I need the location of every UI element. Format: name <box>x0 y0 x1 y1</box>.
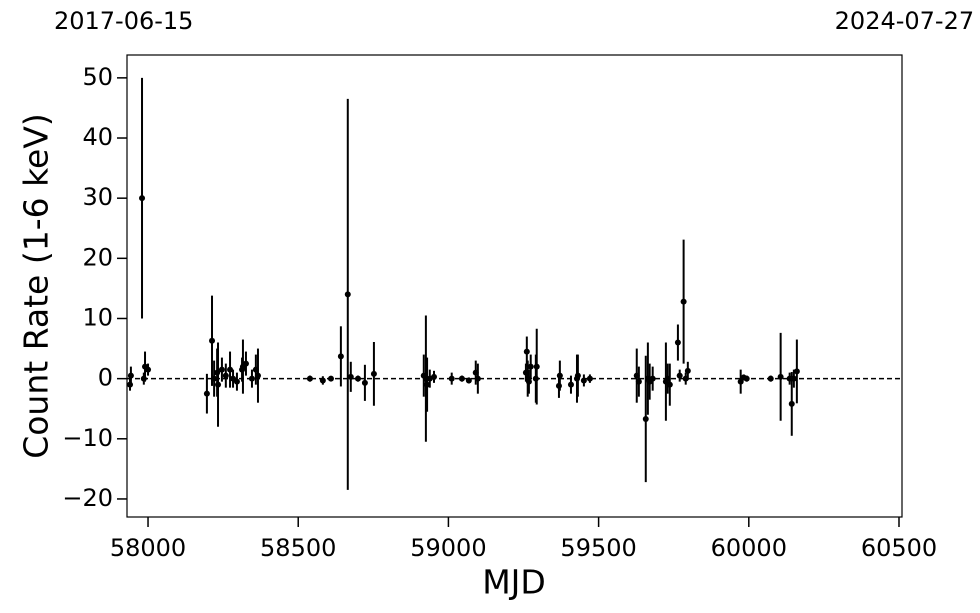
data-point <box>642 415 649 422</box>
data-point <box>767 375 774 382</box>
data-point <box>242 360 249 367</box>
x-tick-label: 59500 <box>560 534 636 562</box>
x-tick-label: 60000 <box>711 534 787 562</box>
data-point <box>218 366 225 373</box>
x-tick-label: 60500 <box>861 534 937 562</box>
data-point <box>523 348 530 355</box>
y-tick-label: 30 <box>82 183 113 211</box>
data-point <box>743 375 750 382</box>
data-point <box>458 375 465 382</box>
data-point <box>556 372 563 379</box>
data-point <box>354 375 361 382</box>
top-date-label: 2017-06-15 <box>54 7 193 35</box>
y-tick-label: −10 <box>62 424 113 452</box>
data-point <box>674 339 681 346</box>
plot-frame <box>126 54 903 518</box>
y-tick-label: −20 <box>62 484 113 512</box>
x-tick-label: 59000 <box>410 534 486 562</box>
data-point <box>465 377 472 384</box>
x-tick-label: 58000 <box>110 534 186 562</box>
data-point <box>127 372 134 379</box>
data-point <box>474 375 481 382</box>
data-point <box>327 375 334 382</box>
data-point <box>347 373 354 380</box>
data-point <box>525 378 532 385</box>
data-point <box>793 368 800 375</box>
data-point <box>790 375 797 382</box>
data-point <box>127 381 134 388</box>
data-point <box>370 370 377 377</box>
y-axis-label: Count Rate (1-6 keV) <box>17 113 56 459</box>
data-point <box>211 375 218 382</box>
data-point <box>680 298 687 305</box>
data-point <box>777 373 784 380</box>
data-point <box>337 353 344 360</box>
data-point <box>254 372 261 379</box>
data-point <box>649 375 656 382</box>
y-tick-label: 20 <box>82 243 113 271</box>
data-point <box>574 372 581 379</box>
data-point <box>684 367 691 374</box>
data-point <box>430 373 437 380</box>
data-point <box>424 381 431 388</box>
data-point <box>635 378 642 385</box>
data-point <box>227 366 234 373</box>
data-point <box>222 372 229 379</box>
data-point <box>448 375 455 382</box>
data-point <box>586 375 593 382</box>
data-point <box>306 375 313 382</box>
x-tick-label: 58500 <box>260 534 336 562</box>
data-point <box>676 372 683 379</box>
y-tick-label: 0 <box>98 364 113 392</box>
data-point <box>209 337 216 344</box>
y-tick-label: 40 <box>82 123 113 151</box>
data-point <box>788 400 795 407</box>
data-point <box>580 377 587 384</box>
top-date-label: 2024-07-27 <box>835 7 974 35</box>
y-tick-label: 10 <box>82 303 113 331</box>
data-point <box>145 366 152 373</box>
data-point <box>140 375 147 382</box>
data-point <box>533 363 540 370</box>
data-point <box>233 378 240 385</box>
data-point <box>248 375 255 382</box>
y-tick-label: 50 <box>82 63 113 91</box>
data-point <box>319 377 326 384</box>
x-axis-label: MJD <box>482 563 546 602</box>
data-point <box>527 363 534 370</box>
data-point <box>215 381 222 388</box>
data-point <box>361 379 368 386</box>
data-point <box>344 291 351 298</box>
data-point <box>139 195 146 202</box>
data-point <box>737 378 744 385</box>
data-point <box>666 381 673 388</box>
data-point <box>567 381 574 388</box>
data-point <box>203 390 210 397</box>
